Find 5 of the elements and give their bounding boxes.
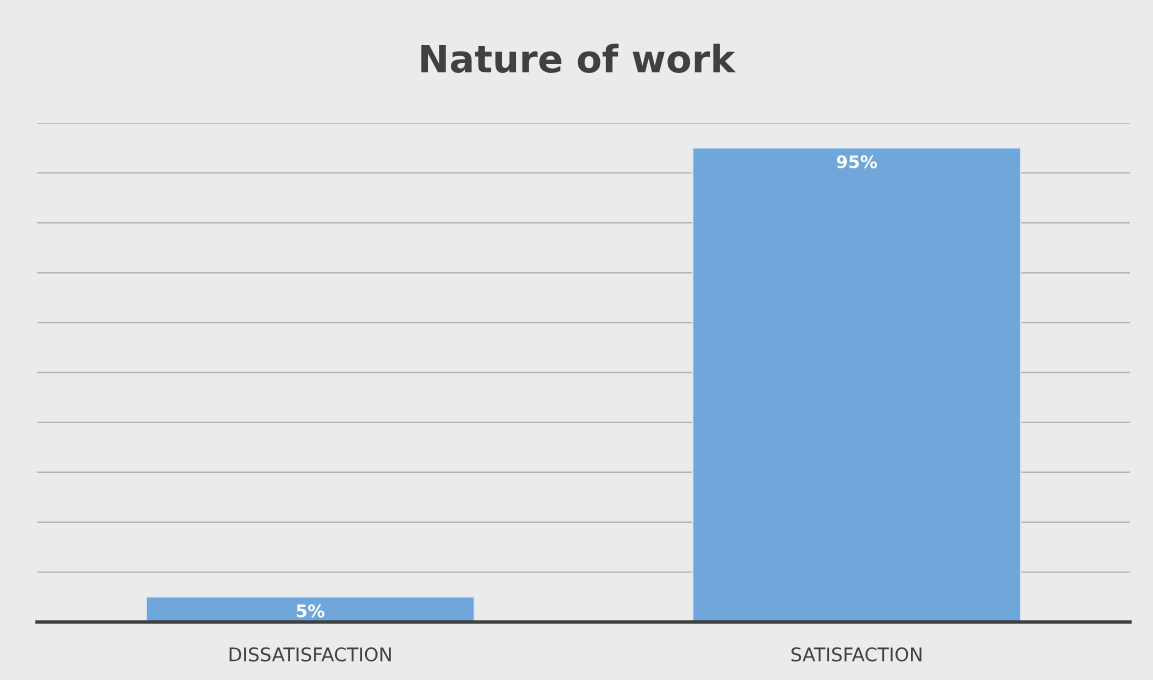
x-tick-label: SATISFACTION xyxy=(791,647,922,662)
x-tick-label: DISSATISFACTION xyxy=(229,647,391,662)
chart-title: Nature of work xyxy=(421,43,736,73)
data-label: 5% xyxy=(296,604,325,618)
data-label: 95% xyxy=(836,155,877,169)
